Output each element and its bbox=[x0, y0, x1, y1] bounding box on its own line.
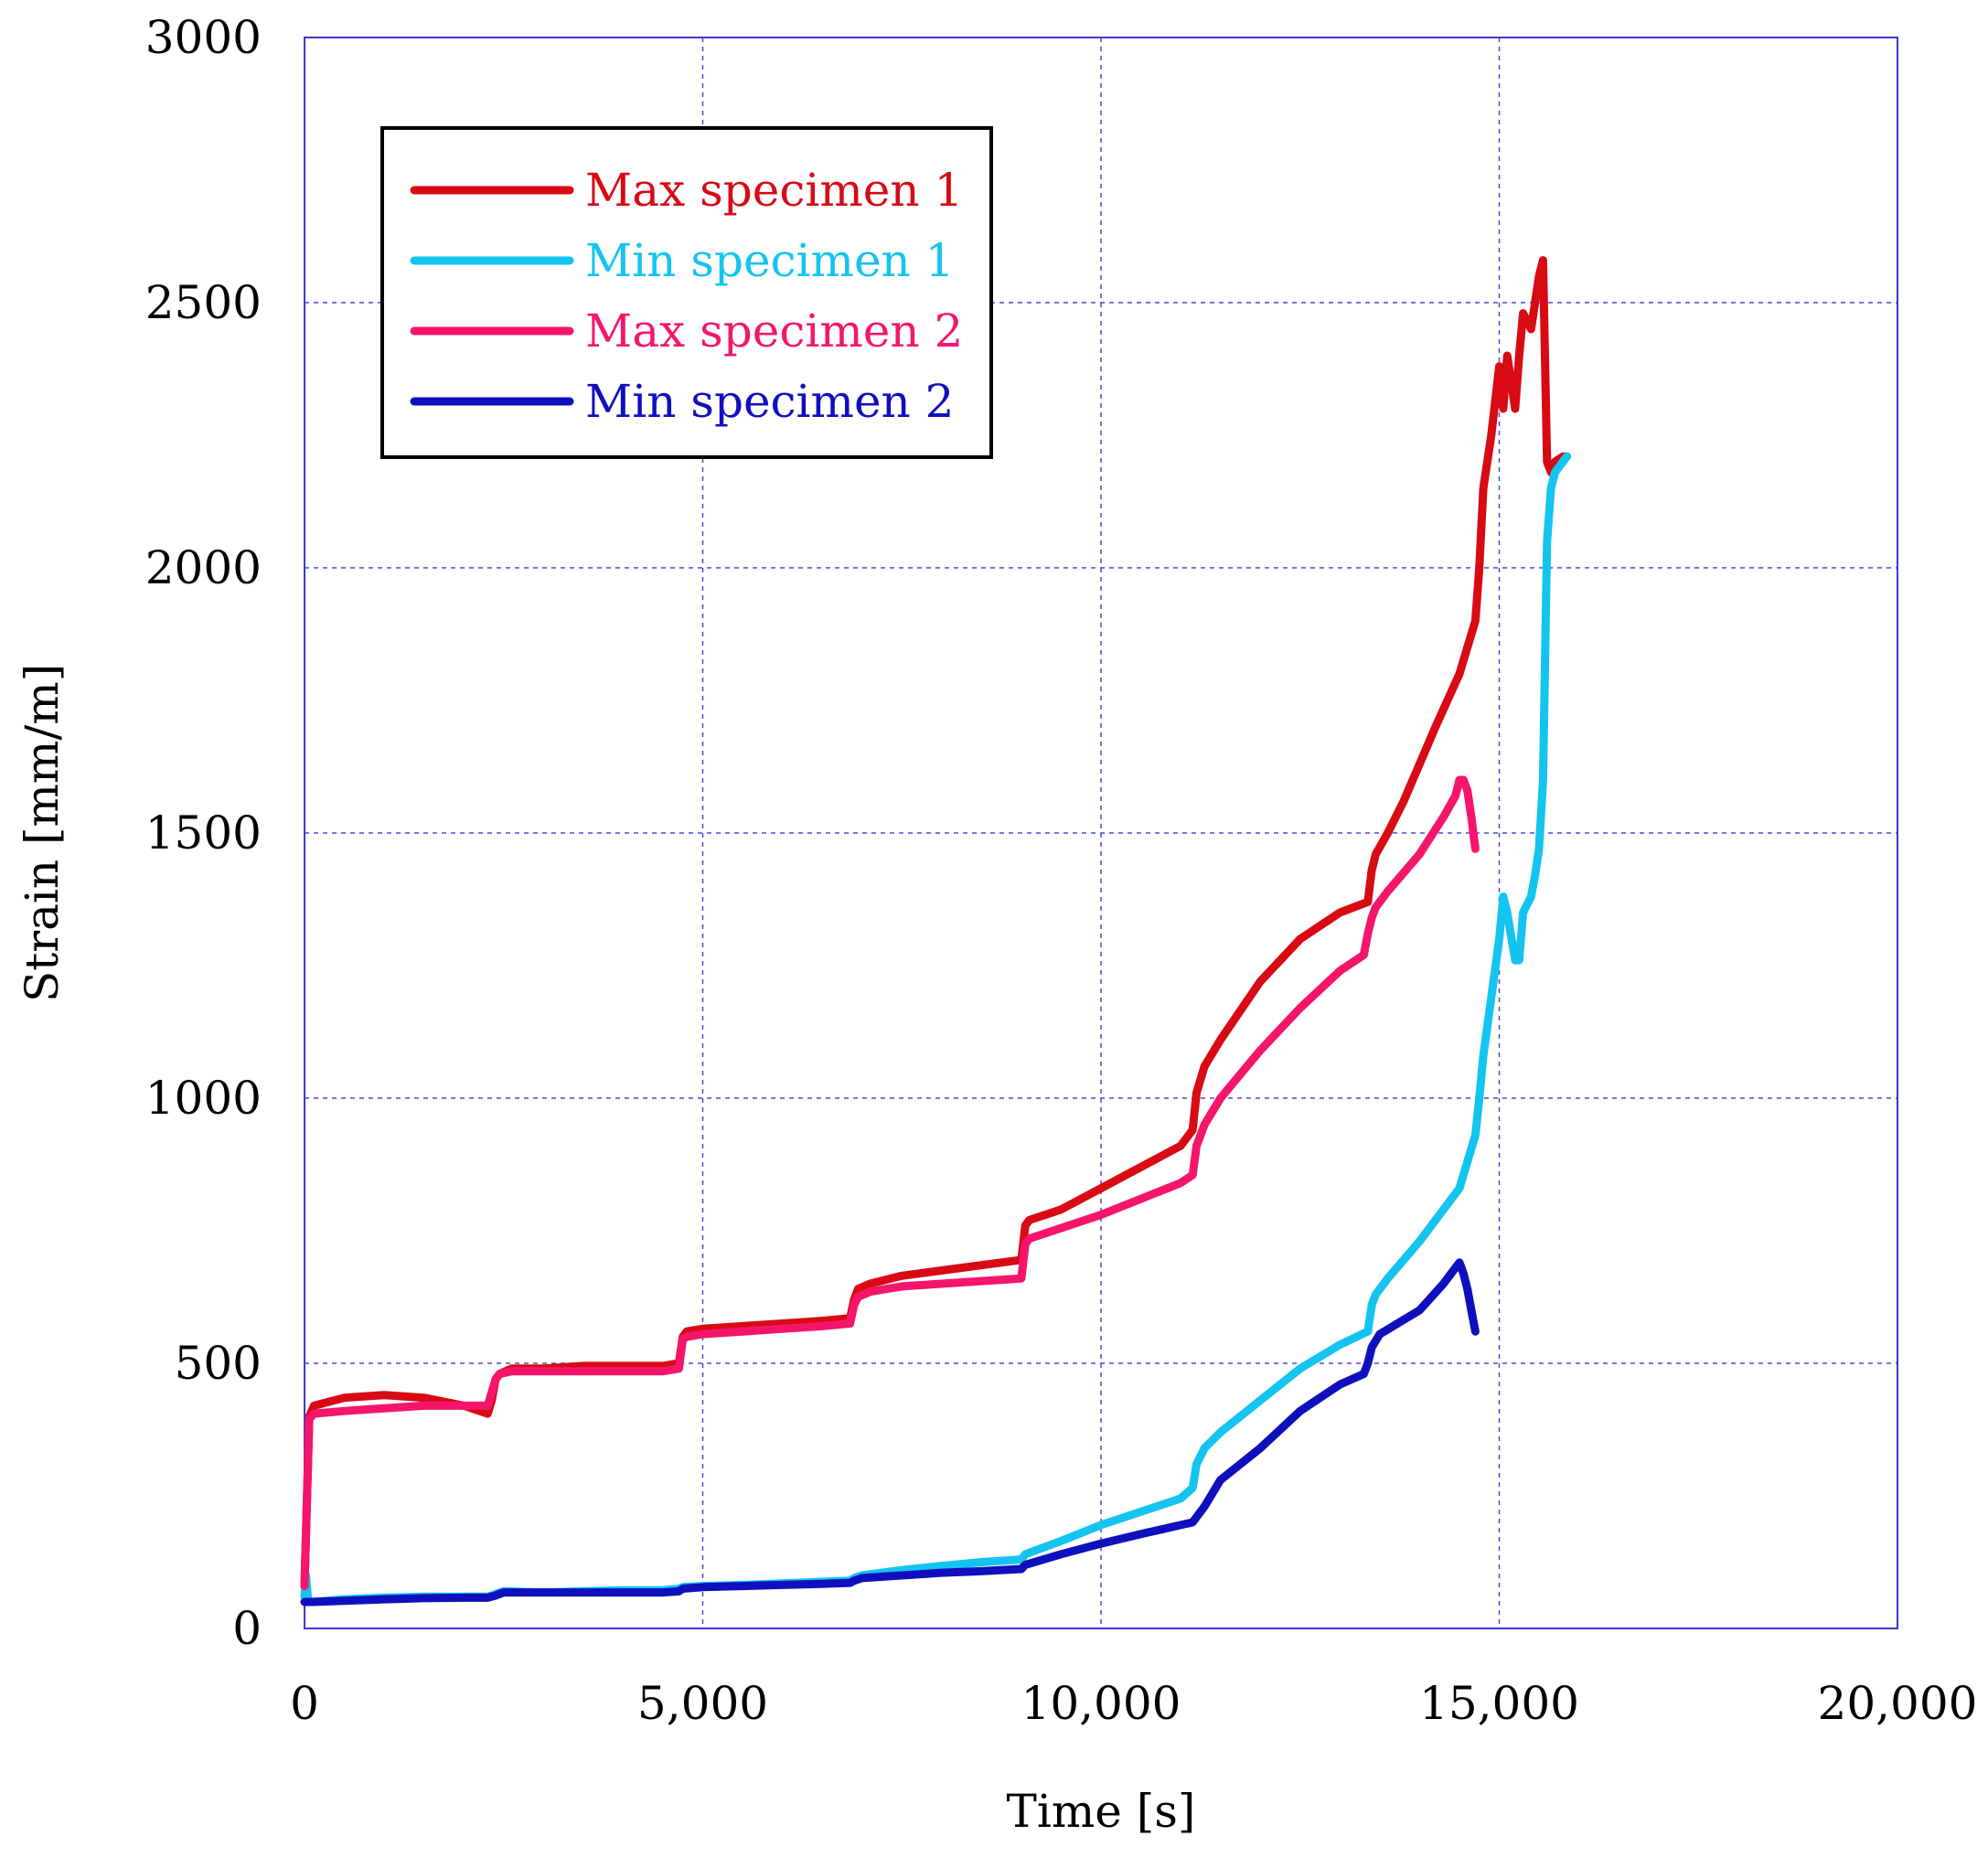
series-line-4 bbox=[300, 1258, 1480, 1606]
y-axis-ticks: 0 500 1000 1500 2000 2500 3000 bbox=[145, 11, 262, 1655]
data-series-group bbox=[300, 256, 1571, 1606]
legend-label-4: Min specimen 2 bbox=[585, 375, 954, 428]
x-tick-label: 5,000 bbox=[637, 1677, 768, 1730]
legend-label-1: Max specimen 1 bbox=[585, 164, 963, 217]
x-tick-label: 10,000 bbox=[1021, 1677, 1181, 1730]
y-tick-label: 3000 bbox=[145, 11, 262, 64]
y-axis-label: Strain [mm/m] bbox=[16, 664, 69, 1002]
x-axis-label: Time [s] bbox=[1007, 1785, 1196, 1838]
x-tick-label: 15,000 bbox=[1419, 1677, 1579, 1730]
legend: Max specimen 1 Min specimen 1 Max specimen… bbox=[380, 126, 993, 459]
legend-items: Max specimen 1 Min specimen 1 Max specimen… bbox=[410, 164, 963, 428]
plot-area-frame bbox=[304, 37, 1898, 1629]
y-tick-label: 2000 bbox=[145, 541, 262, 594]
y-tick-label: 2500 bbox=[145, 276, 262, 329]
y-tick-label: 500 bbox=[175, 1337, 262, 1390]
legend-label-2: Min specimen 1 bbox=[585, 234, 954, 287]
x-tick-label: 20,000 bbox=[1818, 1677, 1978, 1730]
series-line-2 bbox=[300, 452, 1571, 1606]
series-line-3 bbox=[300, 775, 1480, 1591]
y-tick-label: 1000 bbox=[145, 1072, 262, 1125]
x-axis-ticks: 0 5,000 10,000 15,000 20,000 bbox=[290, 1677, 1977, 1730]
x-tick-label: 0 bbox=[290, 1677, 319, 1730]
y-tick-label: 0 bbox=[232, 1602, 262, 1655]
legend-label-3: Max specimen 2 bbox=[585, 304, 963, 358]
y-tick-label: 1500 bbox=[145, 806, 262, 859]
